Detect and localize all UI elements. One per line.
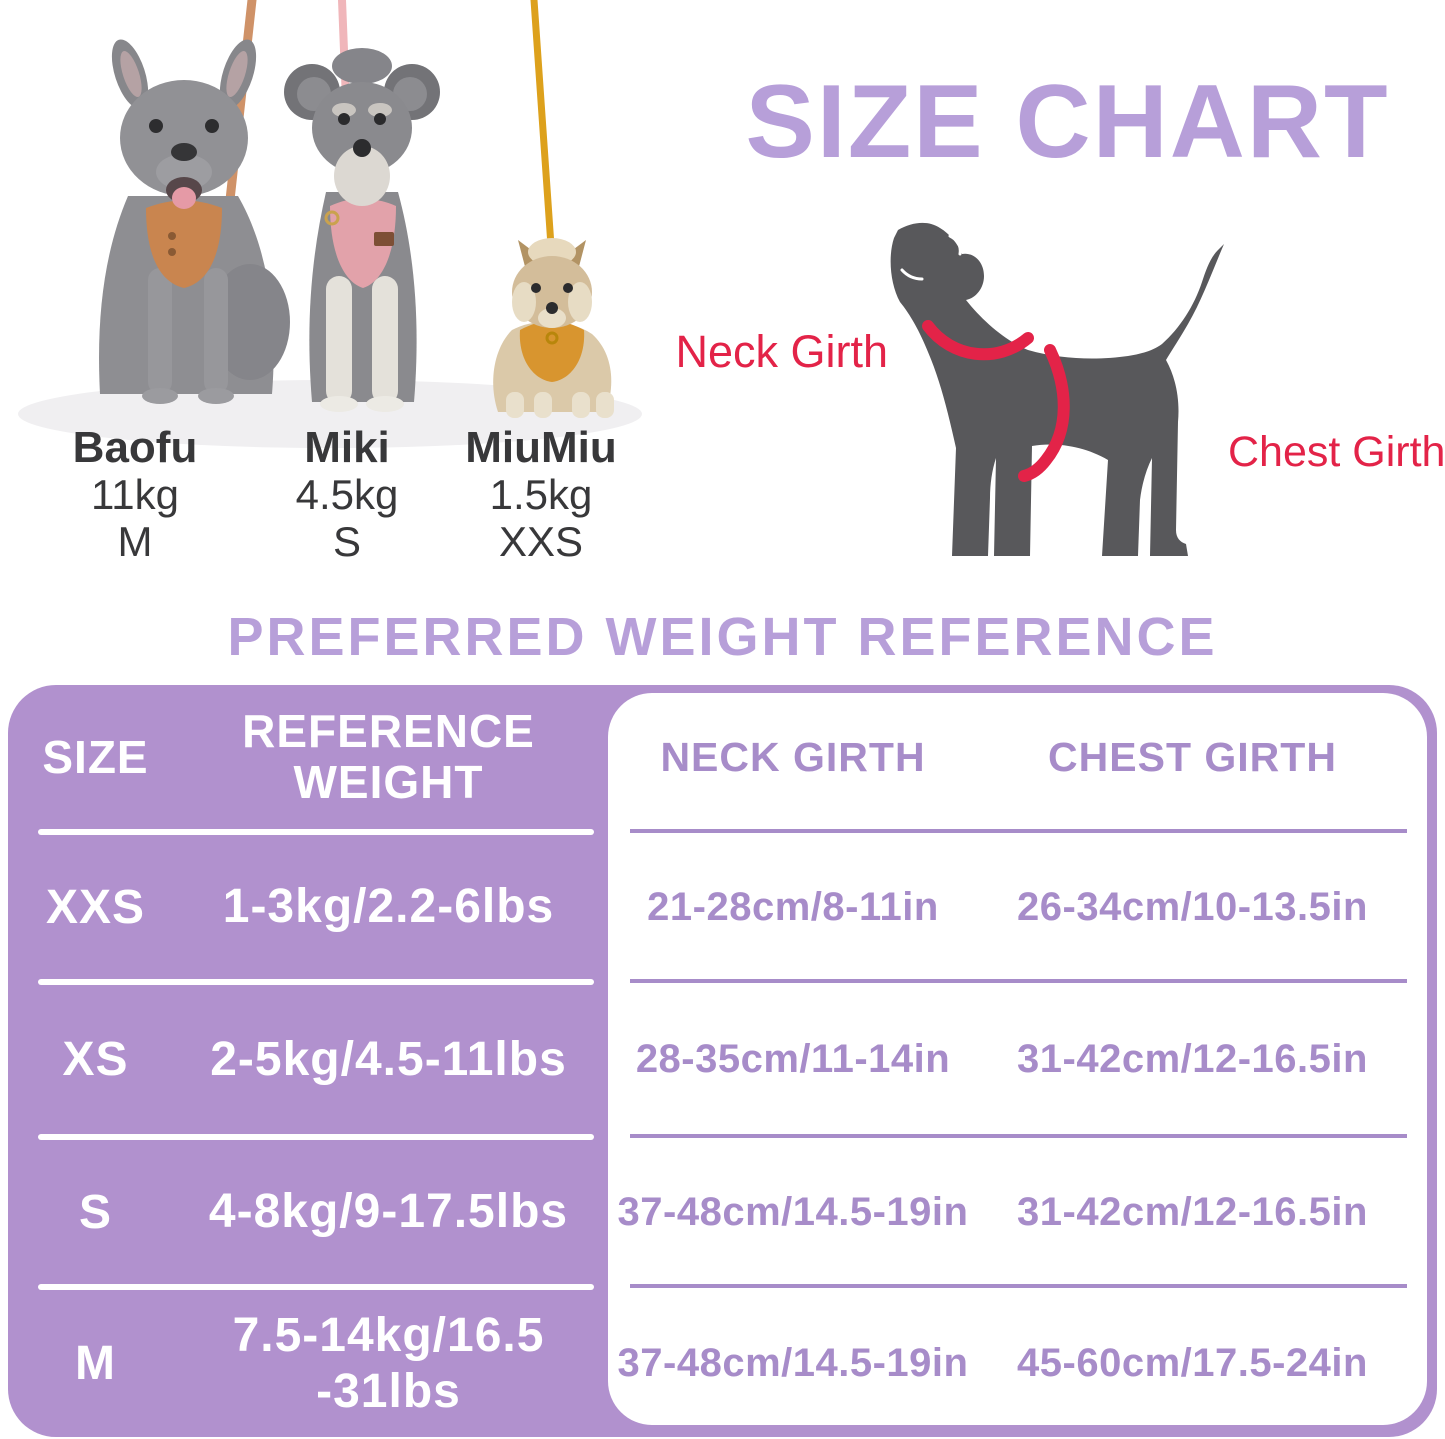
chest-girth-line [1018,344,1070,482]
dogs-photo-illustration [18,0,642,448]
table-row-s: S 4-8kg/9-17.5lbs 37-48cm/14.5-19in 31-4… [8,1140,1437,1284]
weight-value: 2-5kg/4.5-11lbs [210,1032,567,1086]
size-value: XS [62,1033,129,1086]
chest-girth-value: 45-60cm/17.5-24in [1017,1341,1368,1385]
dog-label-miki: Miki 4.5kg S [242,423,452,565]
weight-value: 4-8kg/9-17.5lbs [208,1185,569,1239]
col-header-chest-girth: CHEST GIRTH [1048,733,1337,780]
dog-weight: 1.5kg [489,471,593,519]
table-row-m: M 7.5-14kg/16.5 -31lbs 37-48cm/14.5-19in… [8,1290,1437,1437]
chest-girth-value: 26-34cm/10-13.5in [1017,884,1368,929]
dog-size: M [117,517,153,565]
row-divider [38,1284,594,1290]
measure-diagram [832,208,1272,588]
bulldog-leash [223,0,257,223]
row-divider [38,979,594,985]
size-value: M [75,1337,116,1390]
weight-value: 7.5-14kg/16.5 -31lbs [232,1309,545,1418]
dog-weight: 11kg [91,471,179,519]
yorkie-harness [519,321,585,382]
dog-name: Miki [304,423,390,472]
chest-girth-value: 31-42cm/12-16.5in [1017,1037,1368,1081]
chest-girth-value: 31-42cm/12-16.5in [1017,1189,1368,1234]
schnauzer-illustration [284,48,440,412]
dog-name: MiuMiu [465,423,617,472]
dog-name: Baofu [72,423,198,472]
neck-girth-label: Neck Girth [675,326,888,377]
neck-girth-value: 21-28cm/8-11in [647,884,939,929]
dog-weight: 4.5kg [295,471,399,519]
dog-size: XXS [498,517,584,565]
chest-girth-label: Chest Girth [1228,428,1445,476]
model-dogs-photo [0,0,660,460]
size-value: XXS [45,880,146,934]
model-dog-labels: Baofu 11kg M Miki 4.5kg S MiuMiu 1.5kg X… [0,423,660,574]
col-header-size: SIZE [42,731,149,783]
size-value: S [78,1185,112,1239]
neck-girth-value: 28-35cm/11-14in [635,1037,951,1081]
ear-highlight [948,234,962,256]
dog-size: S [332,517,361,565]
row-divider [38,829,594,835]
col-header-reference-weight: REFERENCE WEIGHT [242,705,535,808]
table-header-row: SIZE REFERENCE WEIGHT NECK GIRTH CHEST G… [8,685,1437,829]
row-divider [630,829,1407,833]
row-divider [38,1134,594,1140]
schnauzer-harness [330,198,396,288]
row-divider [630,1284,1407,1288]
weight-reference-heading: PREFERRED WEIGHT REFERENCE [227,607,1218,667]
row-divider [630,1134,1407,1138]
size-table: SIZE REFERENCE WEIGHT NECK GIRTH CHEST G… [8,685,1437,1437]
bulldog-harness [146,200,222,288]
col-header-neck-girth: NECK GIRTH [660,733,926,780]
bulldog-illustration [99,39,290,404]
row-divider [630,979,1407,983]
size-table-right-panel [608,693,1427,1425]
page-title: SIZE CHART [745,64,1390,180]
yorkie-illustration [493,238,614,418]
neck-girth-value: 37-48cm/14.5-19in [617,1189,969,1234]
dog-label-miumiu: MiuMiu 1.5kg XXS [436,423,646,565]
neck-girth-value: 37-48cm/14.5-19in [617,1341,969,1385]
table-row-xs: XS 2-5kg/4.5-11lbs 28-35cm/11-14in 31-42… [8,985,1437,1134]
dog-label-baofu: Baofu 11kg M [30,423,240,565]
table-row-xxs: XXS 1-3kg/2.2-6lbs 21-28cm/8-11in 26-34c… [8,835,1437,979]
mouth-highlight [900,268,924,281]
weight-value: 1-3kg/2.2-6lbs [222,880,555,934]
dog-silhouette [890,222,1224,556]
neck-girth-line [922,320,1034,361]
